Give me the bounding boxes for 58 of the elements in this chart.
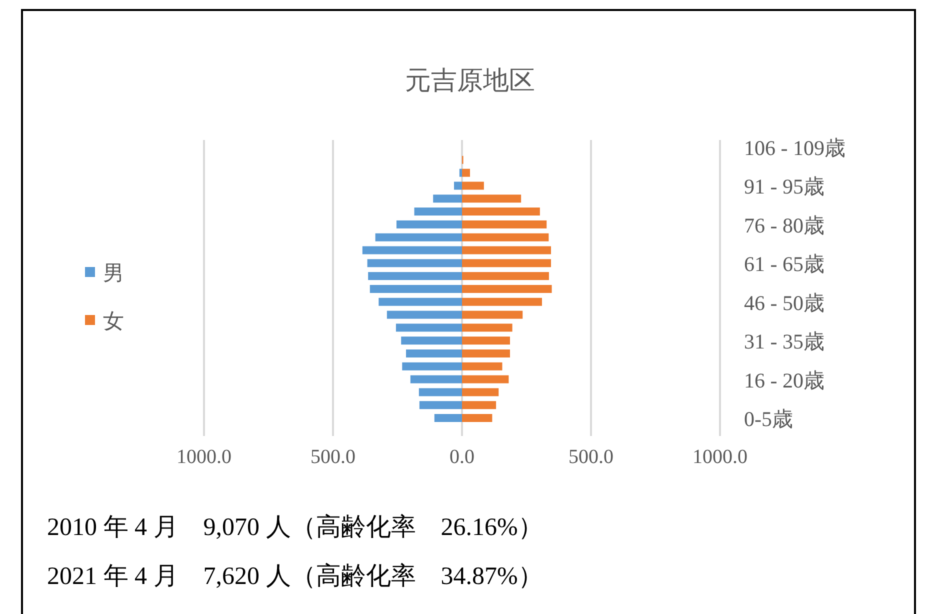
bar bbox=[462, 182, 484, 190]
bar bbox=[462, 233, 549, 242]
text: 2010 年 4 月 9,070 人（高齢化率 26.16%） bbox=[47, 513, 543, 541]
bar bbox=[462, 284, 552, 293]
y-tick-label: 0-5歳 bbox=[744, 407, 793, 431]
bar bbox=[462, 310, 523, 319]
bar bbox=[462, 414, 492, 422]
bar bbox=[462, 168, 470, 177]
bar bbox=[454, 182, 462, 190]
y-tick-label: 46 - 50歳 bbox=[744, 290, 824, 315]
bar bbox=[462, 336, 510, 345]
bar bbox=[462, 388, 499, 396]
y-tick-label: 61 - 65歳 bbox=[744, 252, 824, 276]
x-tick-label: 1000.0 bbox=[176, 446, 232, 468]
bar bbox=[462, 375, 509, 384]
bar bbox=[419, 401, 462, 410]
bar bbox=[396, 220, 462, 228]
bar bbox=[396, 324, 462, 332]
bar bbox=[462, 272, 549, 280]
x-tick-label: 500.0 bbox=[568, 446, 614, 468]
bar bbox=[368, 272, 462, 280]
bar bbox=[402, 362, 462, 370]
y-tick-label: 16 - 20歳 bbox=[744, 368, 824, 392]
bar bbox=[434, 414, 462, 422]
bar bbox=[406, 349, 462, 358]
bar bbox=[401, 336, 462, 345]
bar bbox=[462, 259, 552, 268]
x-tick-label: 0.0 bbox=[450, 446, 474, 468]
bar bbox=[378, 298, 462, 306]
x-tick-label: 1000.0 bbox=[692, 446, 748, 468]
bar bbox=[433, 194, 462, 203]
bar bbox=[459, 168, 462, 177]
bar bbox=[462, 298, 542, 306]
bar bbox=[410, 375, 462, 384]
bar bbox=[414, 208, 462, 216]
text: 2021 年 4 月 7,620 人（高齢化率 34.87%） bbox=[47, 562, 543, 590]
bar bbox=[462, 208, 540, 216]
bar bbox=[386, 310, 462, 319]
bar bbox=[462, 401, 496, 410]
bar bbox=[462, 349, 510, 358]
title: 元吉原地区 bbox=[405, 66, 535, 95]
bar bbox=[370, 284, 462, 293]
bar bbox=[462, 246, 552, 254]
y-tick-label: 31 - 35歳 bbox=[744, 330, 824, 354]
bar bbox=[362, 246, 462, 254]
bar bbox=[367, 259, 462, 268]
y-tick-label: 91 - 95歳 bbox=[744, 174, 824, 199]
bar bbox=[462, 362, 502, 370]
bar bbox=[462, 194, 522, 203]
bar bbox=[375, 233, 462, 242]
bar bbox=[418, 388, 462, 396]
bar bbox=[462, 220, 547, 228]
x-tick-label: 500.0 bbox=[310, 446, 356, 468]
y-tick-label: 76 - 80歳 bbox=[744, 213, 824, 238]
legend-label: 女 bbox=[103, 309, 124, 333]
y-tick-label: 106 - 109歳 bbox=[744, 136, 846, 160]
legend-label: 男 bbox=[103, 261, 124, 285]
bar bbox=[462, 324, 512, 332]
